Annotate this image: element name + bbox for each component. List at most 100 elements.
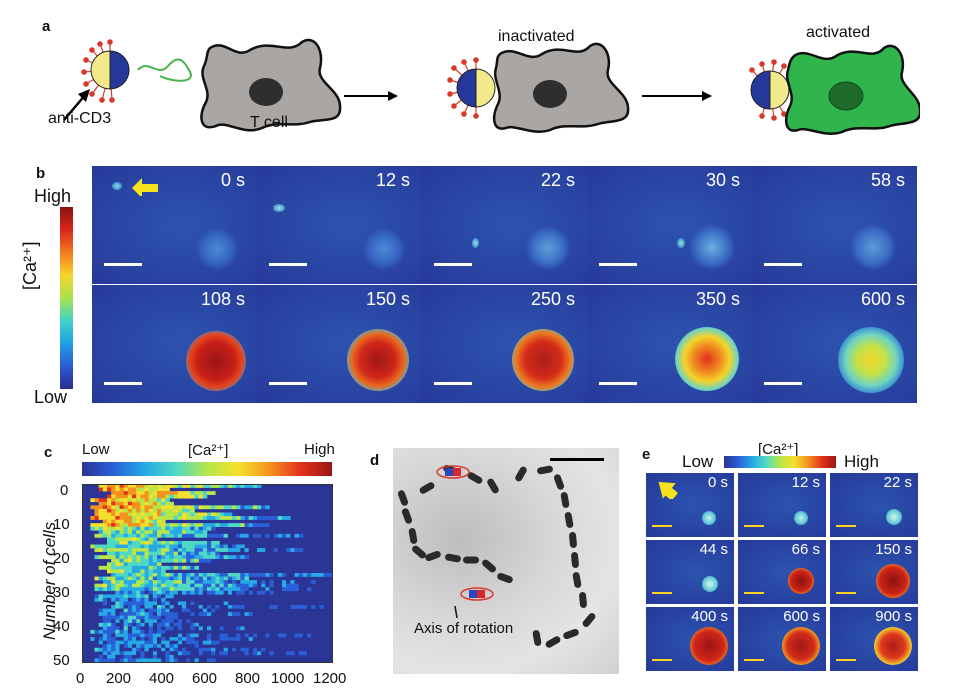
- heatmap-cell: [102, 548, 108, 552]
- heatmap-cell: [144, 508, 149, 513]
- heatmap-cell: [261, 533, 266, 538]
- heatmap-cell: [190, 637, 195, 641]
- heatmap-cell: [157, 562, 162, 567]
- heatmap-cell: [165, 533, 170, 538]
- rod-particle: [467, 472, 483, 484]
- heatmap-cell: [182, 612, 187, 617]
- heatmap-cell: [98, 501, 104, 506]
- heatmap-cell: [207, 633, 212, 638]
- heatmap-cell: [107, 654, 112, 659]
- heatmap-cell: [248, 605, 254, 609]
- heatmap-cell: [186, 512, 191, 517]
- heatmap-cell: [190, 612, 195, 617]
- heatmap-cell: [244, 633, 249, 638]
- heatmap-cell: [148, 551, 154, 556]
- heatmap-cell: [219, 626, 224, 631]
- heatmap-cell: [115, 533, 120, 538]
- heatmap-cell: [177, 637, 183, 641]
- heatmap-cell: [132, 491, 137, 495]
- heatmap-cell: [223, 512, 229, 517]
- heatmap-cell: [227, 523, 233, 528]
- heatmap-cell: [236, 548, 241, 552]
- heatmap-cell: [257, 580, 262, 584]
- heatmap-cell: [111, 555, 116, 560]
- heatmap-cell: [198, 580, 204, 584]
- heatmap-cell: [190, 544, 195, 549]
- heatmap-cell: [157, 658, 162, 663]
- panel-d-label: d: [370, 452, 380, 469]
- colorbar-b-low: Low: [34, 387, 68, 407]
- heatmap-cell: [123, 601, 129, 606]
- heatmap-cell: [186, 530, 191, 535]
- heatmap-cell: [261, 573, 266, 577]
- heatmap-cell: [236, 573, 241, 577]
- heatmap-cell: [290, 548, 295, 552]
- heatmap-cell: [177, 608, 183, 613]
- heatmap-cell: [161, 544, 166, 549]
- heatmap-cell: [157, 484, 162, 488]
- heatmap-cell: [152, 533, 158, 538]
- heatmap-cell: [182, 619, 187, 624]
- heatmap-cell: [219, 647, 224, 652]
- heatmap-cell: [194, 608, 199, 613]
- heatmap-cell: [107, 569, 112, 574]
- heatmap-cell: [111, 505, 116, 510]
- heatmap-cell: [102, 608, 108, 613]
- heatmap-cell: [98, 608, 104, 613]
- heatmap-cell: [161, 651, 166, 656]
- heatmap-cell: [98, 544, 104, 549]
- heatmap-cell: [107, 583, 112, 588]
- heatmap-cell: [127, 519, 133, 524]
- heatmap-cell: [148, 491, 154, 495]
- heatmap-cell: [144, 569, 149, 574]
- heatmap-cell: [115, 619, 120, 624]
- heatmap-cell: [119, 537, 124, 542]
- heatmap-cell: [165, 651, 170, 656]
- heatmap-cell: [294, 533, 299, 538]
- heatmap-cell: [152, 626, 158, 631]
- heatmap-cell: [219, 512, 224, 517]
- heatmap-cell: [115, 605, 120, 609]
- heatmap-cell: [194, 658, 199, 663]
- heatmap-cell: [194, 544, 199, 549]
- heatmap-cell: [161, 605, 166, 609]
- heatmap-cell: [227, 516, 233, 520]
- heatmap-cell: [311, 651, 316, 656]
- heatmap-cell: [165, 587, 170, 592]
- heatmap-cell: [136, 498, 141, 503]
- heatmap-cell: [194, 523, 199, 528]
- heatmap-cell: [236, 580, 241, 584]
- heatmap-cell: [265, 647, 270, 652]
- heatmap-cell: [136, 626, 141, 631]
- heatmap-cell: [161, 540, 166, 545]
- c-ytick: 20: [53, 550, 70, 567]
- heatmap-cell: [227, 647, 233, 652]
- heatmap-cell: [236, 533, 241, 538]
- heatmap-cell: [190, 505, 195, 510]
- heatmap-cell: [215, 548, 220, 552]
- heatmap-cell: [115, 551, 120, 556]
- heatmap-cell: [111, 530, 116, 535]
- heatmap-cell: [136, 487, 141, 492]
- heatmap-cell: [152, 505, 158, 510]
- heatmap-cell: [157, 576, 162, 581]
- heatmap-cell: [194, 612, 199, 617]
- heatmap-cell: [298, 573, 304, 577]
- heatmap-cell: [261, 583, 266, 588]
- heatmap-cell: [119, 654, 124, 659]
- heatmap-cell: [232, 505, 237, 510]
- heatmap-cell: [327, 605, 333, 609]
- heatmap-cell: [157, 548, 162, 552]
- heatmap-cell: [123, 530, 129, 535]
- heatmap-cell: [202, 491, 208, 495]
- heatmap-cell: [223, 601, 229, 606]
- heatmap-cell: [186, 583, 191, 588]
- heatmap-cell: [148, 533, 154, 538]
- heatmap-cell: [186, 637, 191, 641]
- heatmap-cell: [107, 533, 112, 538]
- heatmap-cell: [136, 633, 141, 638]
- heatmap-cell: [140, 644, 145, 649]
- heatmap-cell: [169, 594, 174, 599]
- heatmap-cell: [194, 651, 199, 656]
- heatmap-cell: [140, 605, 145, 609]
